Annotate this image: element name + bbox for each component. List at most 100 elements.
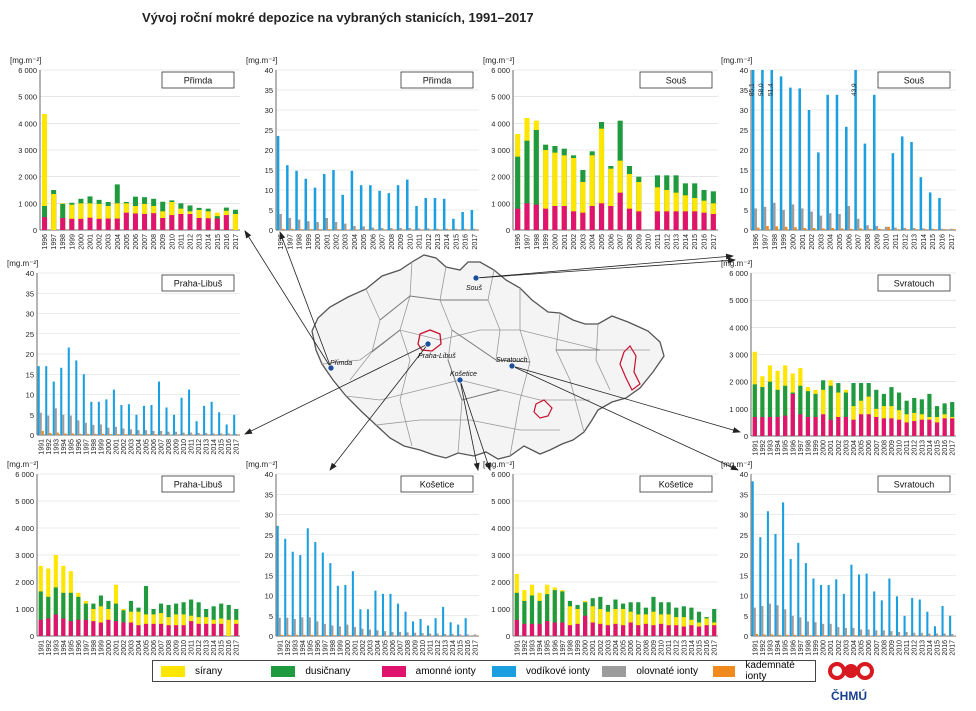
y-tick-label: 30: [265, 106, 273, 115]
bar-vodikove: [933, 626, 936, 636]
bar-vodikove: [863, 143, 867, 230]
x-tick-label: 1998: [772, 234, 779, 250]
bar-olovnate: [380, 228, 384, 230]
bar-olovnate: [353, 226, 356, 230]
bar-dusicnany: [783, 385, 788, 436]
bar-vodikove: [949, 615, 952, 636]
y-tick-label: 10: [265, 186, 273, 195]
bar-vodikove: [225, 424, 228, 435]
x-tick-label: 2015: [453, 234, 460, 250]
bar-dusicnany: [38, 591, 43, 636]
x-tick-label: 2003: [343, 234, 350, 250]
x-tick-label: 2003: [818, 234, 825, 250]
x-tick-label: 1993: [529, 640, 536, 656]
bar-kademnate: [763, 634, 766, 636]
bar-olovnate: [92, 424, 95, 435]
station-box: [639, 71, 713, 89]
x-tick-label: 1996: [42, 234, 49, 250]
bar-sirany: [651, 611, 656, 636]
x-tick-label: 1992: [285, 640, 292, 656]
bar-dusicnany: [798, 385, 803, 436]
bar-olovnate: [474, 634, 477, 636]
bar-amonne: [69, 218, 75, 230]
bar-olovnate: [951, 633, 954, 636]
region-borders-dark: [371, 295, 600, 401]
x-tick-label: 1998: [805, 640, 812, 656]
y-tick-label: 35: [26, 289, 34, 298]
x-tick-label: 2010: [884, 234, 891, 250]
bar-vodikove: [67, 347, 70, 435]
bar-olovnate: [212, 433, 215, 435]
bar-sirany: [226, 619, 231, 636]
bar-sirany: [114, 203, 120, 230]
y-tick-label: 4 000: [491, 524, 510, 533]
bar-amonne: [798, 414, 803, 436]
x-tick-label: 2002: [121, 640, 128, 656]
bar-vodikove: [918, 599, 921, 636]
station-arrow: [244, 230, 332, 369]
bar-dusicnany: [524, 140, 530, 230]
bar-kademnate: [325, 635, 328, 636]
bar-dusicnany: [522, 600, 527, 636]
x-tick-label: 2006: [608, 234, 615, 250]
x-tick-label: 2016: [224, 234, 231, 250]
bar-amonne: [53, 614, 58, 636]
bar-amonne: [674, 625, 679, 636]
bar-kademnate: [139, 434, 142, 435]
bar-olovnate: [114, 426, 117, 435]
bar-amonne: [524, 203, 530, 230]
bar-amonne: [942, 418, 947, 436]
bar-amonne: [701, 212, 707, 230]
y-unit-label: [mg.m⁻²]: [721, 56, 752, 65]
bar-amonne: [626, 208, 633, 230]
station-arrows: [244, 230, 741, 471]
x-tick-label: 1996: [315, 640, 322, 656]
bar-dusicnany: [46, 596, 51, 636]
station-title: Košetice: [659, 480, 694, 490]
bar-vodikove: [52, 381, 55, 435]
x-tick-label: 2017: [233, 234, 240, 250]
x-tick-label: 2013: [919, 440, 926, 456]
bar-vodikove: [826, 94, 829, 230]
bar-amonne: [704, 625, 709, 636]
bar-amonne: [598, 203, 605, 230]
x-tick-label: 2005: [859, 440, 866, 456]
station-map-label: Přimda: [330, 360, 352, 367]
bar-kademnate: [775, 226, 779, 230]
x-tick-label: 2002: [809, 234, 816, 250]
y-tick-label: 25: [265, 126, 273, 135]
bar-vodikove: [919, 177, 923, 230]
bar-amonne: [219, 623, 224, 636]
bar-vodikove: [165, 407, 168, 435]
x-tick-label: 1999: [781, 234, 788, 250]
bar-vodikove: [770, 70, 774, 230]
bar-olovnate: [190, 432, 193, 435]
chart-sous-major: [mg.m⁻²] 0 1 000 2 000 3 000 4 000 5 000 6 000 S…: [483, 56, 718, 250]
bar-olovnate: [912, 228, 916, 230]
bar-vodikove: [60, 367, 63, 435]
bar-olovnate: [426, 228, 430, 230]
bar-amonne: [234, 623, 239, 636]
bar-vodikove: [233, 414, 236, 435]
x-tick-label: 2012: [664, 234, 671, 250]
country-outline: [311, 254, 665, 460]
bar-amonne: [590, 622, 595, 636]
bar-amonne: [121, 622, 126, 636]
x-tick-label: 2005: [859, 640, 866, 656]
bar-vodikove: [434, 618, 437, 636]
station-arrow: [511, 365, 741, 433]
bar-vodikove: [797, 542, 800, 636]
x-tick-label: 2003: [605, 640, 612, 656]
bar-amonne: [580, 212, 586, 230]
bar-vodikove: [344, 584, 347, 636]
bar-sirany: [608, 168, 614, 230]
x-tick-label: 2006: [133, 234, 140, 250]
x-tick-label: 2011: [655, 234, 662, 249]
y-unit-label: [mg.m⁻²]: [721, 259, 752, 268]
x-tick-label: 2013: [204, 439, 211, 455]
x-tick-label: 2002: [333, 234, 340, 250]
bar-kademnate: [778, 634, 781, 636]
bar-olovnate: [436, 633, 439, 636]
bar-vodikove: [82, 374, 85, 435]
bar-olovnate: [828, 213, 832, 230]
